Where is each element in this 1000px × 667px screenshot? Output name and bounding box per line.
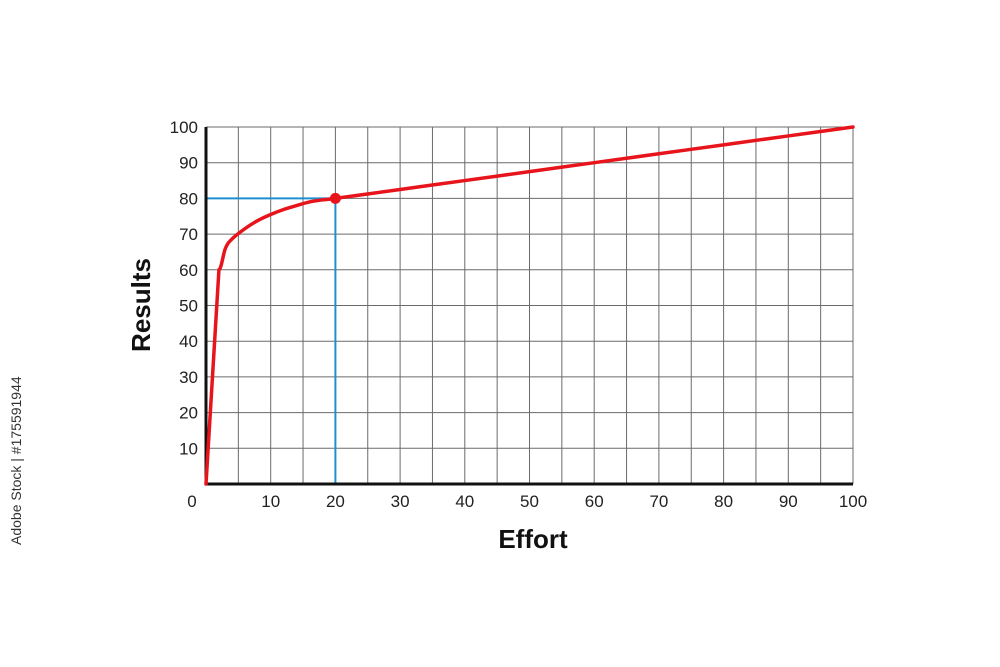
y-tick-label: 70 — [179, 225, 198, 244]
x-tick-label: 20 — [326, 492, 345, 511]
y-tick-label: 80 — [179, 189, 198, 208]
x-tick-label: 30 — [391, 492, 410, 511]
x-axis-title: Effort — [498, 524, 568, 554]
y-axis-title: Results — [126, 258, 156, 352]
series-layer — [204, 125, 855, 486]
axes — [204, 127, 853, 486]
x-tick-label: 10 — [261, 492, 280, 511]
y-tick-label: 10 — [179, 439, 198, 458]
x-tick-label: 70 — [649, 492, 668, 511]
y-tick-label: 20 — [179, 404, 198, 423]
y-tick-label: 30 — [179, 368, 198, 387]
grid — [206, 126, 854, 484]
highlight-point — [329, 192, 341, 204]
x-tick-label: 40 — [455, 492, 474, 511]
y-tick-label: 100 — [170, 118, 198, 137]
series-line — [204, 125, 855, 486]
x-tick-label: 90 — [779, 492, 798, 511]
watermark: Adobe Stock | #175591944 — [8, 376, 24, 545]
y-tick-label: 90 — [179, 154, 198, 173]
x-tick-label: 80 — [714, 492, 733, 511]
y-tick-label: 40 — [179, 332, 198, 351]
x-tick-label: 50 — [520, 492, 539, 511]
y-tick-label: 60 — [179, 261, 198, 280]
x-tick-label: 60 — [585, 492, 604, 511]
x-tick-labels: 0 10 20 30 40 50 60 70 80 90 100 — [187, 492, 867, 511]
x-tick-label: 100 — [839, 492, 867, 511]
y-tick-labels: 10 20 30 40 50 60 70 80 90 100 — [170, 118, 198, 458]
x-tick-label: 0 — [187, 492, 196, 511]
highlight-guides — [206, 197, 337, 484]
y-tick-label: 50 — [179, 297, 198, 316]
